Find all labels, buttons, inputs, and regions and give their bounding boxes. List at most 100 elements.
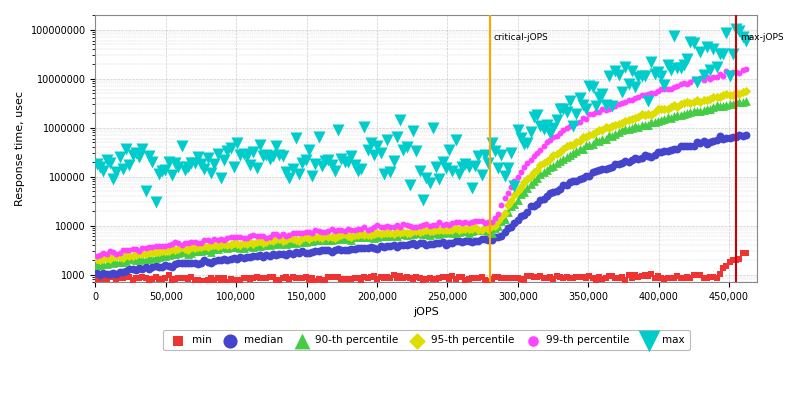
90-th percentile (658, 115, 670, 122)
max (224, 145, 237, 151)
max (378, 171, 390, 178)
90-th percentile (534, 171, 547, 178)
99-th percentile (426, 222, 439, 228)
max (273, 151, 286, 158)
90-th percentile (456, 228, 469, 234)
99-th percentile (227, 234, 240, 240)
median (178, 260, 191, 267)
99-th percentile (586, 110, 599, 117)
max (717, 51, 730, 57)
min (293, 275, 306, 282)
max (299, 157, 312, 163)
95-th percentile (609, 122, 622, 128)
95-th percentile (599, 124, 612, 130)
90-th percentile (286, 239, 299, 245)
median (387, 242, 400, 249)
min (733, 256, 746, 262)
90-th percentile (188, 248, 201, 255)
99-th percentile (322, 228, 335, 235)
95-th percentile (527, 169, 540, 175)
95-th percentile (338, 231, 351, 237)
median (283, 250, 296, 256)
median (518, 212, 530, 218)
99-th percentile (462, 220, 475, 226)
90-th percentile (234, 245, 246, 251)
95-th percentile (224, 242, 237, 248)
95-th percentile (570, 139, 582, 145)
min (632, 274, 645, 280)
max (182, 164, 194, 170)
90-th percentile (403, 229, 416, 236)
95-th percentile (700, 97, 713, 103)
99-th percentile (342, 226, 354, 232)
90-th percentile (306, 238, 318, 244)
90-th percentile (694, 107, 706, 114)
95-th percentile (159, 248, 172, 254)
95-th percentile (227, 240, 240, 246)
95-th percentile (615, 120, 628, 126)
99-th percentile (208, 236, 221, 242)
median (299, 250, 312, 256)
min (139, 274, 152, 281)
X-axis label: jOPS: jOPS (414, 307, 439, 317)
median (462, 238, 475, 244)
max (202, 155, 214, 161)
90-th percentile (302, 238, 315, 244)
max (286, 166, 299, 172)
median (514, 213, 527, 220)
min (690, 272, 703, 279)
median (234, 254, 246, 260)
max (312, 134, 325, 140)
max (488, 148, 501, 154)
median (241, 254, 254, 260)
max (687, 40, 700, 46)
95-th percentile (397, 229, 410, 235)
99-th percentile (423, 222, 436, 229)
min (110, 276, 122, 282)
99-th percentile (126, 246, 139, 252)
median (580, 173, 593, 179)
median (521, 208, 534, 215)
median (397, 242, 410, 248)
min (368, 273, 381, 279)
90-th percentile (318, 237, 331, 243)
max (645, 58, 658, 65)
95-th percentile (505, 197, 518, 204)
max (97, 168, 110, 174)
90-th percentile (492, 222, 505, 229)
min (309, 278, 322, 284)
90-th percentile (247, 244, 260, 250)
median (697, 138, 710, 144)
95-th percentile (136, 251, 149, 258)
min (700, 274, 713, 281)
90-th percentile (469, 227, 482, 234)
95-th percentile (290, 236, 302, 243)
min (538, 275, 550, 281)
99-th percentile (662, 86, 674, 92)
min (651, 273, 664, 279)
95-th percentile (257, 240, 270, 246)
95-th percentile (302, 235, 315, 242)
max (90, 161, 103, 167)
95-th percentile (103, 256, 116, 262)
95-th percentile (390, 229, 403, 235)
max (684, 38, 697, 45)
max (283, 174, 296, 181)
95-th percentile (560, 143, 573, 149)
median (508, 220, 521, 226)
min (736, 250, 749, 256)
median (146, 264, 158, 270)
95-th percentile (668, 102, 681, 108)
max (315, 162, 328, 169)
95-th percentile (97, 256, 110, 262)
max (550, 117, 563, 123)
Text: critical-jOPS: critical-jOPS (494, 33, 549, 42)
max (632, 74, 645, 80)
min (681, 274, 694, 281)
max (508, 183, 521, 190)
99-th percentile (133, 248, 146, 254)
99-th percentile (368, 224, 381, 230)
90-th percentile (309, 237, 322, 244)
min (577, 274, 590, 280)
median (502, 225, 514, 231)
